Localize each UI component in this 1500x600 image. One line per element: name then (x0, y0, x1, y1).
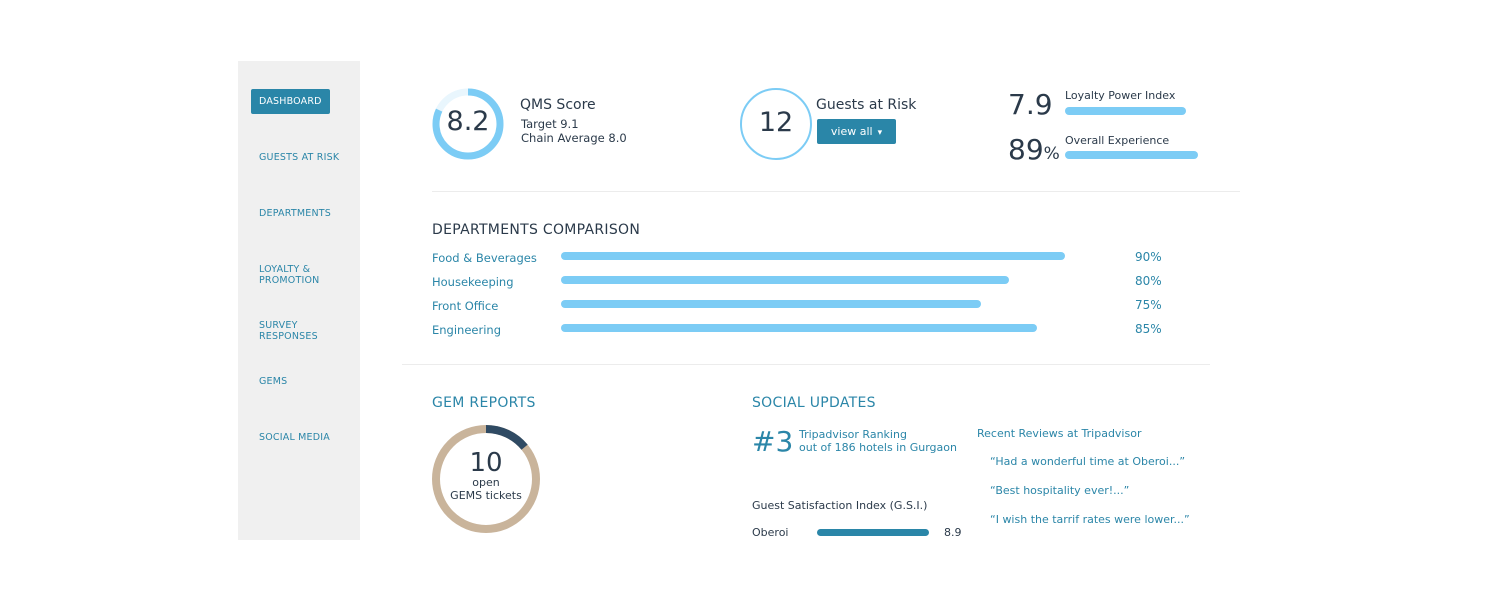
gsi-value: 8.9 (944, 526, 962, 539)
overall-experience-value: 89% (1008, 133, 1060, 166)
qms-score-ring (432, 88, 504, 160)
sidebar-item-social-media[interactable]: SOCIAL MEDIA (259, 432, 330, 443)
tripadvisor-rank-detail: out of 186 hotels in Gurgaon (799, 441, 957, 454)
gem-open-arc (432, 425, 540, 533)
sidebar-item-gems[interactable]: GEMS (259, 376, 288, 387)
dept-percent-food-beverages: 90% (1135, 250, 1162, 264)
divider-middle (402, 364, 1210, 365)
overall-experience-label: Overall Experience (1065, 134, 1170, 147)
dept-label-front-office: Front Office (432, 299, 499, 313)
divider-top (432, 191, 1240, 192)
qms-score-value: 8.2 (446, 106, 490, 137)
loyalty-power-index-label: Loyalty Power Index (1065, 89, 1176, 102)
tripadvisor-rank: #3 (752, 425, 794, 458)
dept-bar-food-beverages (561, 252, 1065, 260)
overall-experience-bar (1065, 151, 1198, 159)
review-item[interactable]: “Had a wonderful time at Oberoi...” (990, 455, 1186, 468)
dept-percent-front-office: 75% (1135, 298, 1162, 312)
qms-target: Target 9.1 (521, 117, 579, 131)
tripadvisor-rank-label: Tripadvisor Ranking (799, 428, 907, 441)
gsi-title: Guest Satisfaction Index (G.S.I.) (752, 499, 928, 512)
dept-bar-housekeeping (561, 276, 1009, 284)
dept-percent-engineering: 85% (1135, 322, 1162, 336)
social-updates-title: SOCIAL UPDATES (752, 395, 876, 411)
review-item[interactable]: “Best hospitality ever!...” (990, 484, 1130, 497)
overall-experience-number: 89 (1008, 133, 1044, 166)
gem-reports-ring (432, 425, 540, 533)
recent-reviews-title: Recent Reviews at Tripadvisor (977, 427, 1142, 440)
gem-tickets-label: GEMS tickets (450, 489, 522, 502)
gem-reports-title: GEM REPORTS (432, 395, 536, 411)
sidebar-item-dashboard[interactable]: DASHBOARD (251, 89, 330, 114)
departments-comparison-title: DEPARTMENTS COMPARISON (432, 222, 641, 238)
dept-label-food-beverages: Food & Beverages (432, 251, 537, 265)
review-item[interactable]: “I wish the tarrif rates were lower...” (990, 513, 1190, 526)
sidebar-item-loyalty-promotion[interactable]: LOYALTY & PROMOTION (259, 264, 320, 286)
dept-percent-housekeeping: 80% (1135, 274, 1162, 288)
sidebar-item-departments[interactable]: DEPARTMENTS (259, 208, 331, 219)
dept-bar-front-office (561, 300, 981, 308)
dept-bar-engineering (561, 324, 1037, 332)
gem-open-label: open (472, 476, 500, 489)
loyalty-power-index-value: 7.9 (1008, 88, 1053, 121)
chevron-down-icon: ▾ (877, 128, 883, 138)
gsi-bar (817, 529, 929, 536)
dept-label-engineering: Engineering (432, 323, 501, 337)
loyalty-power-index-bar (1065, 107, 1186, 115)
qms-score-arc (432, 88, 504, 160)
dept-label-housekeeping: Housekeeping (432, 275, 514, 289)
overall-experience-unit: % (1043, 144, 1060, 164)
sidebar-item-survey-responses[interactable]: SURVEY RESPONSES (259, 320, 318, 342)
gem-open-count: 10 (469, 448, 503, 478)
gsi-hotel-name: Oberoi (752, 526, 789, 539)
view-all-label: view all (830, 125, 873, 138)
view-all-button[interactable]: view all ▾ (817, 119, 896, 144)
guests-at-risk-title: Guests at Risk (816, 97, 917, 113)
sidebar-item-guests-at-risk[interactable]: GUESTS AT RISK (259, 152, 340, 163)
qms-chain-average: Chain Average 8.0 (521, 131, 627, 145)
guests-at-risk-circle (740, 88, 812, 160)
qms-score-title: QMS Score (520, 97, 596, 113)
sidebar: DASHBOARD GUESTS AT RISK DEPARTMENTS LOY… (238, 61, 360, 540)
guests-at-risk-value: 12 (758, 107, 794, 138)
